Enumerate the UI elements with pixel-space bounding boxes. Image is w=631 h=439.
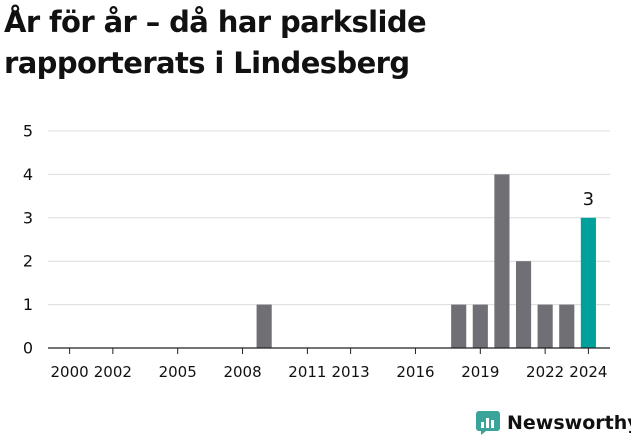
x-tick-label: 2000 [51, 363, 89, 381]
x-tick-label: 2002 [94, 363, 132, 381]
newsworthy-logo-icon [476, 411, 500, 435]
data-label: 3 [583, 189, 594, 210]
x-tick-label: 2024 [569, 363, 607, 381]
y-tick-label: 3 [23, 208, 33, 227]
bar [515, 261, 532, 348]
x-tick-label: 2019 [461, 363, 499, 381]
y-tick-label: 5 [23, 122, 33, 141]
bar-highlighted [580, 217, 596, 348]
x-tick-label: 2011 [288, 363, 326, 381]
brand-name: Newsworthy [507, 412, 631, 434]
bar [256, 304, 272, 348]
bar [537, 304, 553, 348]
bar [472, 304, 488, 348]
x-tick-label: 2022 [526, 363, 564, 381]
data-labels: 3 [583, 189, 594, 210]
y-tick-label: 2 [23, 252, 33, 271]
y-tick-label: 0 [23, 339, 33, 358]
x-tick-label: 2005 [159, 363, 197, 381]
y-tick-label: 4 [23, 165, 33, 184]
x-axis-tick-labels: 2000 2002 2005 2008 2011 2013 2016 2019 2022 2024 [51, 363, 608, 381]
x-tick-label: 2013 [332, 363, 370, 381]
x-axis [48, 347, 610, 354]
x-tick-label: 2008 [223, 363, 261, 381]
x-tick-label: 2016 [396, 363, 434, 381]
bar [559, 304, 575, 348]
newsworthy-brand: Newsworthy [475, 408, 631, 438]
y-tick-label: 1 [23, 295, 33, 314]
y-axis-tick-labels: 0 1 2 3 4 5 [23, 122, 33, 358]
bars [256, 174, 596, 348]
chart-title: År för år – då har parkslide rapporterat… [4, 5, 427, 80]
bar [451, 304, 467, 348]
bar [494, 174, 510, 348]
